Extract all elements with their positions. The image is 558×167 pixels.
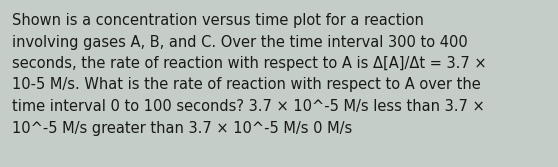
Text: time interval 0 to 100 seconds? 3.7 × 10^-5 M/s less than 3.7 ×: time interval 0 to 100 seconds? 3.7 × 10…	[12, 99, 485, 114]
Text: 10-5 M/s. What is the rate of reaction with respect to A over the: 10-5 M/s. What is the rate of reaction w…	[12, 77, 481, 93]
Text: seconds, the rate of reaction with respect to A is Δ[A]/Δt = 3.7 ×: seconds, the rate of reaction with respe…	[12, 56, 487, 71]
Text: involving gases A, B, and C. Over the time interval 300 to 400: involving gases A, B, and C. Over the ti…	[12, 35, 468, 49]
Text: 10^-5 M/s greater than 3.7 × 10^-5 M/s 0 M/s: 10^-5 M/s greater than 3.7 × 10^-5 M/s 0…	[12, 121, 352, 135]
Text: Shown is a concentration versus time plot for a reaction: Shown is a concentration versus time plo…	[12, 13, 424, 28]
